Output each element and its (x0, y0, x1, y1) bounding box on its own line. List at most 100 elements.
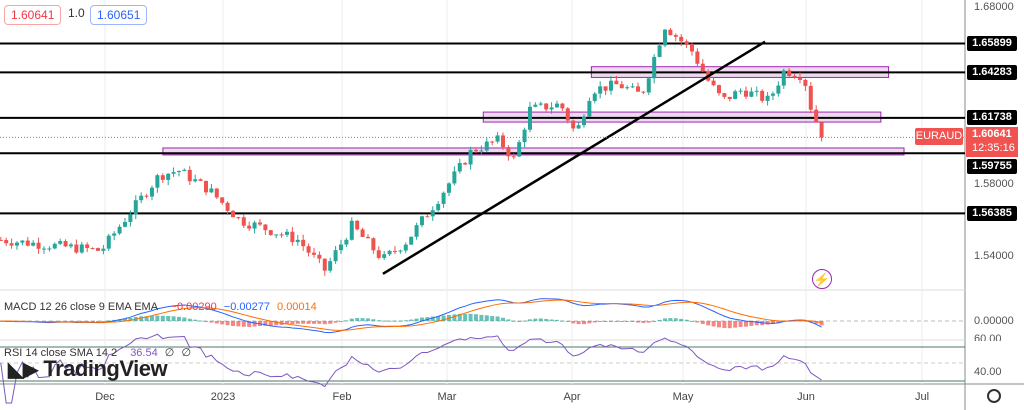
candle-body (328, 261, 333, 271)
bid-price[interactable]: 1.60641 (4, 5, 62, 25)
candle-body (349, 220, 354, 240)
tradingview-logo[interactable]: ◣▶ TradingView (8, 356, 168, 382)
macd-histogram-bar (198, 320, 203, 322)
candle-body (214, 188, 219, 198)
candle-body (463, 163, 468, 165)
macd-histogram-bar (695, 321, 700, 323)
macd-histogram-bar (511, 320, 516, 322)
candle-body (608, 80, 613, 91)
macd-hist: −0.00290 (170, 301, 217, 313)
lightning-icon[interactable]: ⚡ (812, 269, 832, 289)
macd-histogram-bar (311, 321, 316, 324)
macd-histogram-bar (52, 321, 57, 322)
candle-body (630, 86, 635, 88)
candle-body (31, 242, 36, 246)
macd-line (0, 298, 822, 334)
macd-histogram-bar (365, 318, 370, 321)
candle-body (760, 90, 765, 101)
macd-histogram-bar (527, 319, 532, 321)
candle-body (527, 106, 532, 130)
macd-histogram-bar (101, 321, 106, 322)
candle-body (479, 150, 484, 152)
macd-histogram-bar (581, 321, 586, 325)
macd-histogram-bar (641, 321, 646, 324)
candle-body (409, 236, 414, 245)
macd-histogram-bar (139, 316, 144, 321)
rsi-extra: ∅ (181, 347, 192, 359)
candle-body (635, 86, 640, 92)
candle-body (139, 195, 144, 201)
candle-body (101, 248, 106, 251)
candle-body (414, 225, 419, 237)
candle-body (274, 234, 279, 236)
macd-histogram-bar (430, 316, 435, 321)
time-tick: Mar (437, 391, 457, 403)
macd-histogram-bar (166, 315, 171, 321)
macd-histogram-bar (457, 313, 462, 321)
candle-body (598, 86, 603, 94)
macd-histogram-bar (463, 314, 468, 321)
candle-body (619, 84, 624, 89)
macd-histogram-bar (106, 320, 111, 322)
symbol-tag: EURAUD (915, 128, 963, 145)
candle-body (500, 135, 505, 148)
macd-histogram-bar (770, 321, 775, 324)
candle-body (722, 93, 727, 97)
macd-histogram-bar (225, 321, 230, 326)
macd-histogram-bar (63, 321, 68, 322)
macd-histogram-bar (338, 321, 343, 322)
macd-value: −0.00277 (223, 301, 270, 313)
level-label: 1.56385 (967, 206, 1017, 221)
time-tick: Jul (914, 391, 930, 403)
candle-body (733, 91, 738, 99)
candle-body (355, 220, 360, 230)
macd-histogram-bar (517, 320, 522, 322)
macd-histogram-bar (479, 314, 484, 321)
candle-body (484, 141, 489, 151)
macd-histogram-bar (743, 321, 748, 327)
candle-body (803, 79, 808, 86)
candle-body (149, 187, 154, 197)
candle-body (808, 85, 813, 110)
macd-histogram-bar (301, 321, 306, 324)
candle-body (652, 56, 657, 79)
candle-body (603, 86, 608, 91)
macd-histogram-bar (414, 318, 419, 321)
candle-body (441, 192, 446, 204)
macd-histogram-bar (263, 321, 268, 326)
rsi-legend[interactable]: RSI 14 close SMA 14 2 36.54 ∅ ∅ (4, 346, 191, 359)
candle-body (668, 29, 673, 36)
macd-histogram-bar (652, 321, 657, 322)
macd-histogram-bar (360, 318, 365, 321)
macd-histogram-bar (220, 321, 225, 325)
candle-body (230, 210, 235, 218)
candle-body (814, 109, 819, 123)
candle-body (117, 226, 122, 234)
macd-histogram-bar (711, 321, 716, 327)
macd-legend[interactable]: MACD 12 26 close 9 EMA EMA −0.00290 −0.0… (4, 301, 317, 313)
candle-body (657, 45, 662, 57)
candle-body (47, 248, 52, 250)
ask-price[interactable]: 1.60651 (90, 5, 148, 25)
macd-histogram-bar (587, 321, 592, 324)
candle-body (376, 250, 381, 258)
candle-body (495, 135, 500, 142)
macd-histogram-bar (187, 318, 192, 321)
gear-icon[interactable] (987, 389, 1001, 403)
level-label: 1.59755 (967, 159, 1017, 174)
candle-body (209, 188, 214, 193)
macd-histogram-bar (252, 321, 257, 327)
candle-body (295, 239, 300, 243)
macd-histogram-bar (614, 320, 619, 322)
candle-body (581, 116, 586, 126)
candle-body (716, 85, 721, 94)
candle-body (673, 35, 678, 37)
candle-body (9, 243, 14, 246)
macd-histogram-bar (727, 321, 732, 329)
candle-body (727, 96, 732, 99)
candle-body (679, 36, 684, 42)
candle-body (371, 238, 376, 251)
candle-body (592, 93, 597, 101)
candle-body (452, 171, 457, 184)
